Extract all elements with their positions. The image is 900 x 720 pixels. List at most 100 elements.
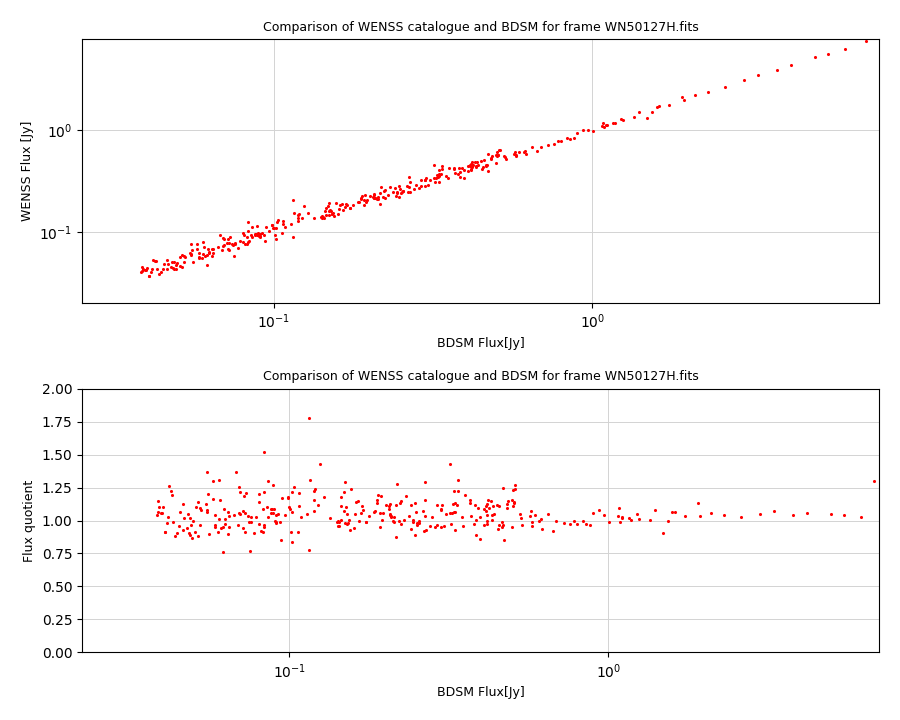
Point — [582, 520, 597, 531]
Point — [236, 228, 250, 239]
Point — [366, 191, 381, 202]
Point — [461, 166, 475, 177]
Point — [508, 483, 523, 495]
Point — [358, 189, 373, 201]
Point — [242, 545, 256, 557]
Point — [414, 181, 428, 192]
Point — [379, 499, 393, 510]
Point — [291, 526, 305, 537]
Point — [226, 239, 240, 251]
Point — [656, 528, 670, 539]
Point — [367, 506, 382, 518]
Point — [481, 494, 495, 505]
Point — [487, 508, 501, 520]
Point — [375, 192, 390, 203]
Point — [366, 192, 381, 204]
Point — [766, 505, 780, 517]
Point — [221, 510, 236, 521]
Point — [468, 160, 482, 171]
Point — [150, 507, 165, 518]
Point — [374, 507, 388, 518]
Point — [216, 232, 230, 243]
Point — [644, 106, 659, 117]
Point — [427, 159, 441, 171]
Point — [238, 508, 252, 519]
Point — [149, 256, 164, 267]
Point — [176, 524, 190, 536]
Point — [183, 512, 197, 523]
Point — [407, 183, 421, 194]
Point — [237, 230, 251, 241]
Point — [674, 91, 688, 102]
Point — [167, 530, 182, 541]
Point — [468, 499, 482, 510]
Point — [753, 508, 768, 520]
Point — [382, 503, 396, 515]
Point — [690, 498, 705, 509]
Point — [391, 187, 405, 199]
Point — [359, 516, 374, 528]
Point — [170, 528, 184, 539]
Point — [236, 522, 250, 534]
Point — [161, 511, 176, 523]
Point — [348, 508, 363, 519]
Point — [485, 515, 500, 526]
Point — [567, 132, 581, 143]
Point — [384, 510, 399, 521]
Point — [323, 513, 338, 524]
Point — [172, 520, 186, 531]
Point — [156, 263, 170, 274]
Point — [429, 168, 444, 180]
Point — [193, 248, 207, 259]
Point — [480, 160, 494, 171]
Point — [278, 221, 293, 233]
Point — [716, 510, 731, 521]
Point — [229, 466, 243, 477]
Title: Comparison of WENSS catalogue and BDSM for frame WN50127H.fits: Comparison of WENSS catalogue and BDSM f… — [263, 370, 698, 384]
Point — [162, 480, 176, 492]
Point — [486, 500, 500, 512]
Point — [241, 236, 256, 248]
Point — [410, 518, 425, 529]
Point — [447, 485, 462, 497]
Point — [268, 515, 283, 526]
Point — [227, 509, 241, 521]
Point — [184, 533, 199, 544]
Point — [355, 500, 369, 511]
Point — [376, 186, 391, 197]
Point — [274, 516, 288, 528]
Point — [142, 270, 157, 282]
Point — [476, 503, 491, 514]
Point — [248, 228, 262, 240]
Point — [800, 507, 814, 518]
Point — [245, 221, 259, 233]
Point — [321, 209, 336, 220]
Point — [282, 501, 296, 513]
Point — [274, 228, 289, 239]
Point — [376, 508, 391, 519]
Point — [225, 238, 239, 249]
Point — [457, 172, 472, 184]
Point — [423, 174, 437, 186]
Point — [402, 176, 417, 188]
Point — [316, 211, 330, 222]
Point — [220, 528, 235, 540]
Y-axis label: Flux quotient: Flux quotient — [23, 480, 36, 562]
Point — [253, 231, 267, 243]
Point — [146, 254, 160, 266]
Point — [430, 519, 445, 531]
Point — [302, 474, 317, 485]
Point — [717, 81, 732, 93]
Point — [206, 475, 220, 487]
Point — [281, 491, 295, 503]
Point — [271, 215, 285, 226]
Point — [195, 248, 210, 259]
Point — [485, 150, 500, 162]
Point — [217, 233, 231, 245]
Point — [262, 225, 276, 237]
Point — [218, 513, 232, 525]
Point — [293, 511, 308, 523]
Point — [496, 482, 510, 494]
Point — [371, 490, 385, 501]
Point — [261, 511, 275, 523]
